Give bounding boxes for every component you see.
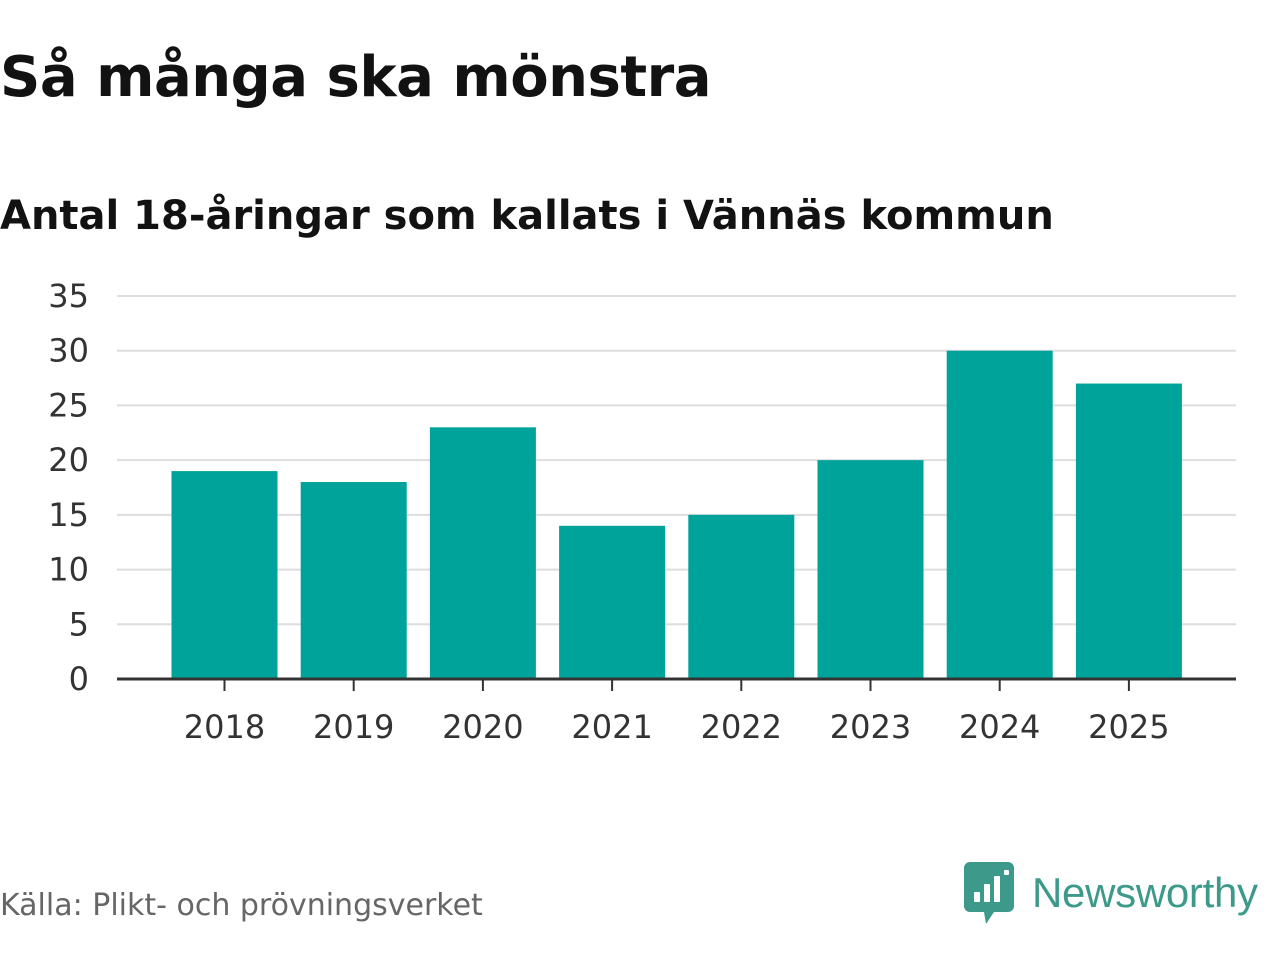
source-note: Källa: Plikt- och prövningsverket (0, 888, 483, 923)
chart-subtitle: Antal 18-åringar som kallats i Vännäs ko… (0, 193, 1054, 239)
y-tick-label: 10 (48, 551, 89, 589)
y-tick-label: 35 (48, 277, 89, 315)
y-tick-label: 25 (48, 386, 89, 424)
y-tick-label: 30 (48, 332, 89, 370)
x-tick-label: 2020 (442, 708, 523, 746)
bar-2021 (559, 525, 666, 679)
y-tick-label: 5 (69, 605, 89, 643)
bar-2018 (171, 471, 278, 679)
x-tick-label: 2018 (184, 708, 265, 746)
x-axis-ticks (223, 679, 1130, 691)
x-tick-label: 2019 (313, 708, 394, 746)
newsworthy-logo: Newsworthy (964, 862, 1258, 924)
x-axis-labels: 2018 2019 2020 2021 2022 2023 2024 2025 (184, 708, 1170, 746)
bar-2020 (429, 427, 536, 679)
y-tick-label: 0 (69, 660, 89, 698)
bars (171, 350, 1182, 679)
bar-2025 (1075, 383, 1182, 679)
y-axis-labels: 0 5 10 15 20 25 30 35 (48, 277, 89, 698)
x-tick-label: 2025 (1088, 708, 1169, 746)
bar-2023 (817, 460, 924, 679)
y-tick-label: 20 (48, 441, 89, 479)
chart-title: Så många ska mönstra (0, 45, 712, 110)
brand-name: Newsworthy (1032, 869, 1258, 916)
bar-2019 (300, 482, 407, 679)
bar-2022 (688, 514, 795, 679)
x-tick-label: 2022 (701, 708, 782, 746)
bar-2024 (946, 350, 1053, 679)
x-tick-label: 2024 (959, 708, 1040, 746)
x-tick-label: 2023 (830, 708, 911, 746)
gridlines (117, 295, 1236, 626)
newsworthy-logo-icon (964, 862, 1014, 924)
y-tick-label: 15 (48, 496, 89, 534)
x-tick-label: 2021 (571, 708, 652, 746)
